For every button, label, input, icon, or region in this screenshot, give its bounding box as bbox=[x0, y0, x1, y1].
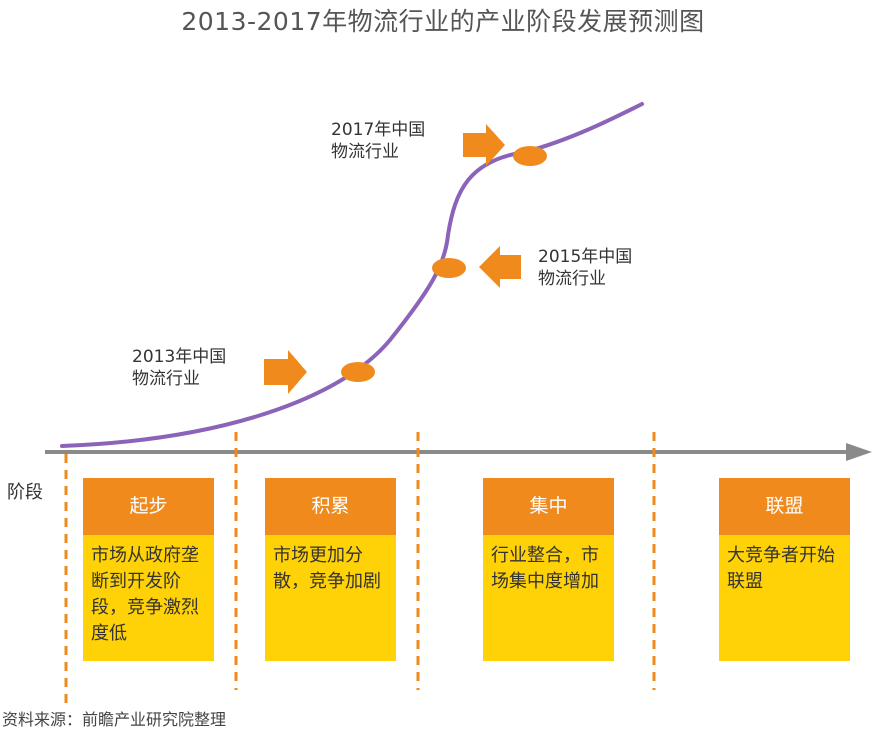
stage-description: 大竞争者开始联盟 bbox=[719, 535, 850, 661]
arrow-left-2015 bbox=[479, 246, 521, 288]
marker-2013 bbox=[341, 362, 375, 382]
diagram-title: 2013-2017年物流行业的产业阶段发展预测图 bbox=[181, 7, 705, 36]
stage-card-alliance: 联盟 大竞争者开始联盟 bbox=[719, 478, 850, 661]
arrow-right-2017 bbox=[463, 124, 505, 166]
stage-description: 市场从政府垄断到开发阶段，竞争激烈度低 bbox=[83, 535, 214, 661]
growth-curve bbox=[60, 102, 644, 448]
stage-card-accumulate: 积累 市场更加分散，竞争加剧 bbox=[265, 478, 396, 661]
callout-2013: 2013年中国 物流行业 bbox=[132, 347, 227, 389]
stage-title: 起步 bbox=[83, 478, 214, 535]
stage-description: 行业整合，市场集中度增加 bbox=[483, 535, 614, 661]
callout-2015: 2015年中国 物流行业 bbox=[538, 247, 633, 289]
callout-2017: 2017年中国 物流行业 bbox=[331, 120, 426, 162]
stage-axis-arrowhead bbox=[846, 443, 872, 461]
stage-description: 市场更加分散，竞争加剧 bbox=[265, 535, 396, 661]
stage-title: 集中 bbox=[483, 478, 614, 535]
arrow-right-2013 bbox=[264, 350, 307, 394]
marker-2017 bbox=[513, 146, 547, 166]
source-note: 资料来源：前瞻产业研究院整理 bbox=[2, 710, 227, 729]
stage-axis-label: 阶段 bbox=[7, 482, 43, 503]
stage-card-concentrate: 集中 行业整合，市场集中度增加 bbox=[483, 478, 614, 661]
stage-card-start: 起步 市场从政府垄断到开发阶段，竞争激烈度低 bbox=[83, 478, 214, 661]
marker-2015 bbox=[432, 258, 466, 278]
stage-title: 积累 bbox=[265, 478, 396, 535]
stage-title: 联盟 bbox=[719, 478, 850, 535]
